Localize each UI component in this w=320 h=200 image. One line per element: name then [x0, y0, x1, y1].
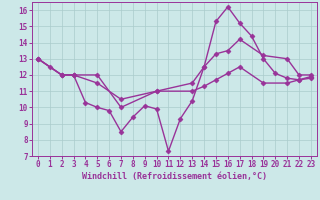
X-axis label: Windchill (Refroidissement éolien,°C): Windchill (Refroidissement éolien,°C)	[82, 172, 267, 181]
